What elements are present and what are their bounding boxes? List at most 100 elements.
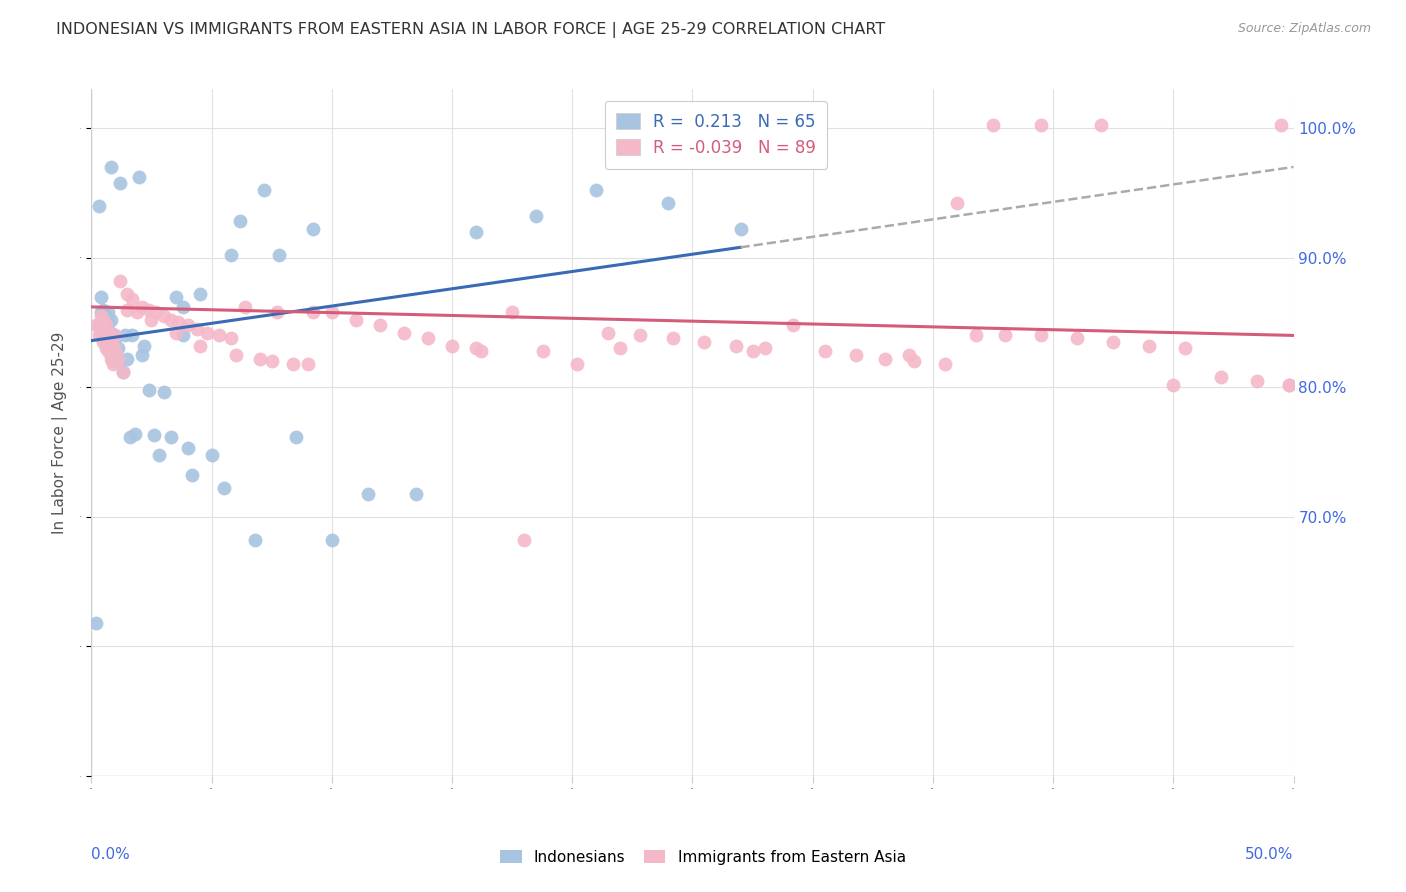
Point: [253, 183, 276, 197]
Text: Source: ZipAtlas.com: Source: ZipAtlas.com: [1237, 22, 1371, 36]
Legend: Indonesians, Immigrants from Eastern Asia: Indonesians, Immigrants from Eastern Asi…: [495, 844, 911, 871]
Point: [368, 318, 391, 332]
Point: [946, 196, 969, 211]
Point: [260, 354, 283, 368]
Point: [754, 342, 776, 356]
Point: [470, 343, 492, 358]
Point: [100, 346, 122, 360]
Point: [165, 289, 187, 303]
Point: [107, 351, 129, 366]
Point: [87, 328, 110, 343]
Point: [87, 318, 110, 332]
Point: [212, 481, 235, 495]
Point: [531, 343, 554, 358]
Point: [201, 448, 224, 462]
Point: [117, 351, 139, 366]
Point: [141, 313, 163, 327]
Point: [128, 170, 150, 185]
Point: [97, 316, 120, 330]
Point: [405, 486, 427, 500]
Point: [93, 313, 115, 327]
Point: [965, 328, 987, 343]
Point: [229, 214, 252, 228]
Point: [188, 339, 211, 353]
Point: [243, 533, 266, 548]
Point: [565, 357, 588, 371]
Point: [159, 313, 181, 327]
Point: [152, 385, 174, 400]
Point: [104, 343, 127, 358]
Point: [693, 334, 716, 349]
Point: [121, 328, 143, 343]
Point: [782, 318, 804, 332]
Point: [100, 313, 122, 327]
Point: [101, 339, 124, 353]
Point: [724, 339, 747, 353]
Point: [181, 468, 204, 483]
Point: [392, 326, 415, 340]
Point: [145, 305, 167, 319]
Point: [416, 331, 439, 345]
Point: [440, 339, 463, 353]
Point: [142, 428, 165, 442]
Point: [845, 348, 868, 362]
Point: [97, 328, 120, 343]
Point: [152, 309, 174, 323]
Point: [513, 533, 536, 548]
Point: [266, 305, 288, 319]
Point: [107, 342, 129, 356]
Point: [994, 328, 1017, 343]
Point: [84, 616, 107, 631]
Point: [903, 354, 925, 368]
Point: [97, 305, 120, 319]
Point: [121, 292, 143, 306]
Point: [524, 209, 547, 223]
Point: [84, 318, 107, 332]
Point: [284, 429, 307, 443]
Point: [219, 248, 242, 262]
Point: [94, 322, 117, 336]
Y-axis label: In Labor Force | Age 25-29: In Labor Force | Age 25-29: [52, 332, 69, 533]
Point: [176, 318, 198, 332]
Point: [267, 248, 290, 262]
Point: [94, 334, 117, 349]
Text: 0.0%: 0.0%: [91, 847, 131, 863]
Point: [628, 328, 651, 343]
Point: [321, 305, 343, 319]
Point: [225, 348, 247, 362]
Point: [90, 289, 112, 303]
Point: [101, 354, 124, 368]
Point: [172, 300, 194, 314]
Point: [172, 328, 194, 343]
Point: [1066, 331, 1088, 345]
Point: [131, 348, 153, 362]
Point: [97, 326, 120, 340]
Point: [465, 342, 488, 356]
Point: [93, 302, 115, 317]
Point: [1174, 342, 1197, 356]
Point: [465, 225, 488, 239]
Point: [148, 448, 170, 462]
Point: [934, 357, 956, 371]
Point: [110, 176, 132, 190]
Point: [101, 342, 124, 356]
Point: [93, 334, 115, 349]
Point: [249, 351, 271, 366]
Point: [357, 486, 380, 500]
Point: [301, 305, 323, 319]
Point: [1137, 339, 1160, 353]
Point: [741, 343, 763, 358]
Point: [609, 342, 631, 356]
Point: [981, 119, 1004, 133]
Point: [94, 309, 117, 323]
Point: [124, 426, 146, 441]
Point: [87, 199, 110, 213]
Point: [501, 305, 523, 319]
Point: [1270, 119, 1292, 133]
Point: [585, 183, 607, 197]
Point: [134, 339, 156, 353]
Point: [100, 331, 122, 345]
Point: [159, 429, 181, 443]
Point: [118, 429, 141, 443]
Point: [100, 160, 122, 174]
